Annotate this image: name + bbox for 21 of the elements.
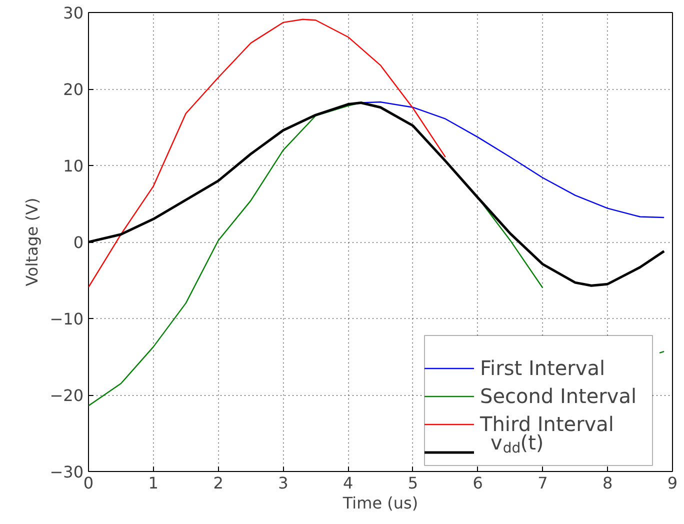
y-tick-label: 0 xyxy=(73,233,84,252)
x-tick-label: 5 xyxy=(408,474,418,492)
y-tick-label: 30 xyxy=(63,4,84,22)
y-tick-label: −10 xyxy=(50,310,84,328)
line-series xyxy=(88,18,446,288)
legend-label: First Interval xyxy=(480,355,606,381)
y-axis-title: Voltage (V) xyxy=(22,198,42,286)
legend-label: Second Interval xyxy=(480,383,637,409)
y-tick-label: 10 xyxy=(63,156,84,176)
x-tick-label: 2 xyxy=(213,474,224,492)
x-axis-title: Time (us) xyxy=(342,494,418,512)
x-tick-label: 4 xyxy=(342,474,354,492)
y-tick-label: −20 xyxy=(50,386,84,405)
y-tick-label: 20 xyxy=(63,80,84,99)
x-tick-label: 9 xyxy=(667,474,678,492)
x-tick-label: 3 xyxy=(278,474,288,492)
x-tick-label: 7 xyxy=(538,474,548,492)
x-tick-label: 1 xyxy=(148,474,158,492)
y-tick-label: −30 xyxy=(50,462,84,482)
x-tick-label: 6 xyxy=(472,474,483,492)
x-tick-label: 8 xyxy=(602,474,613,492)
